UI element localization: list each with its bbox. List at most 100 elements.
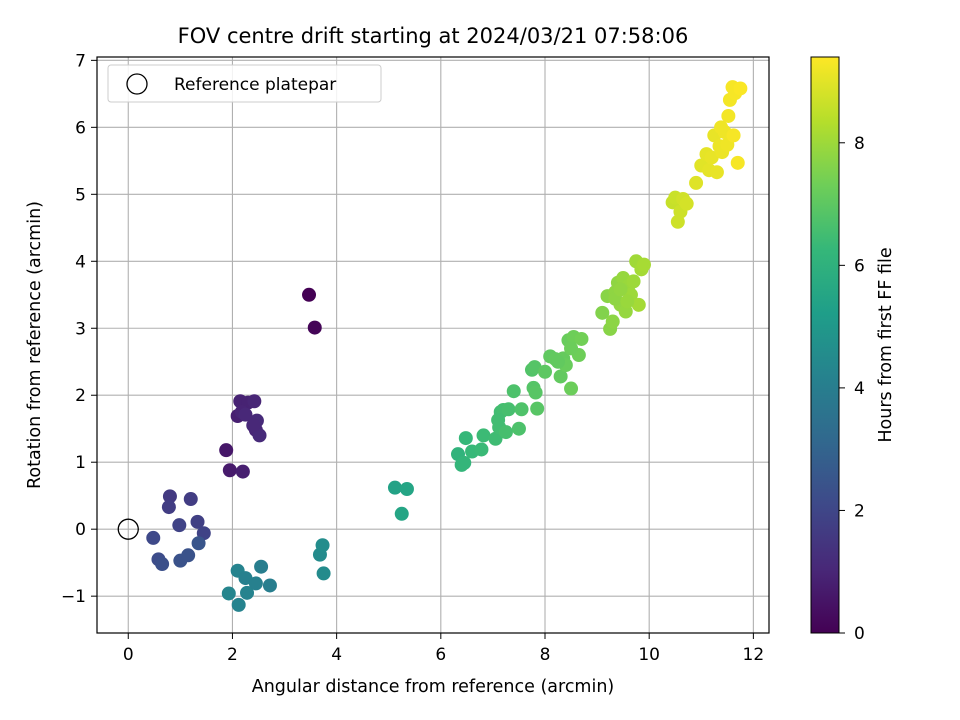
data-point <box>387 480 402 495</box>
data-point <box>302 287 317 302</box>
data-point <box>626 274 641 289</box>
data-point <box>262 578 277 593</box>
data-point <box>235 464 250 479</box>
colorbar-ticks: 0 2 4 6 8 <box>839 134 865 644</box>
data-point <box>538 364 552 379</box>
x-tick-label: 10 <box>638 645 660 665</box>
data-point <box>399 482 414 496</box>
data-point <box>181 548 196 563</box>
data-point <box>474 442 489 457</box>
y-tick-label: −1 <box>61 587 86 607</box>
data-point <box>238 407 253 422</box>
x-axis-label: Angular distance from reference (arcmin) <box>252 677 615 697</box>
data-point <box>240 585 255 600</box>
data-point <box>704 150 719 165</box>
data-point <box>679 196 694 211</box>
data-point <box>162 489 177 504</box>
y-axis-ticks: −1 0 1 2 3 4 5 6 7 <box>61 51 97 607</box>
colorbar-tick-label: 2 <box>854 501 865 521</box>
legend: Reference platepar <box>107 64 382 103</box>
plot-frame <box>96 56 770 634</box>
data-point <box>733 81 748 96</box>
legend-box <box>107 64 382 103</box>
data-point <box>247 394 262 409</box>
data-point <box>501 402 516 417</box>
x-tick-label: 6 <box>435 645 446 665</box>
data-point <box>709 165 724 180</box>
colorbar-tick-label: 6 <box>854 256 865 276</box>
data-point <box>394 506 409 521</box>
colorbar-label: Hours from first FF file <box>876 247 896 442</box>
y-axis-label: Rotation from reference (arcmin) <box>25 201 45 489</box>
x-axis-ticks: 0 2 4 6 8 10 12 <box>123 633 764 665</box>
data-point <box>631 297 646 312</box>
data-point <box>613 282 628 297</box>
data-point <box>714 120 729 135</box>
data-point <box>252 428 267 443</box>
x-tick-label: 4 <box>331 645 342 665</box>
data-point <box>498 425 513 440</box>
x-tick-label: 12 <box>743 645 765 665</box>
y-tick-label: 1 <box>75 453 86 473</box>
y-tick-label: 2 <box>75 386 86 406</box>
data-point <box>172 518 187 533</box>
data-point <box>457 455 472 470</box>
y-tick-label: 6 <box>75 118 86 138</box>
data-point <box>730 155 745 170</box>
x-tick-label: 2 <box>227 645 238 665</box>
data-point <box>315 538 330 553</box>
data-point <box>316 566 331 581</box>
data-point <box>595 305 610 320</box>
chart-title: FOV centre drift starting at 2024/03/21 … <box>178 24 689 48</box>
y-tick-label: 0 <box>75 520 86 540</box>
data-point <box>553 369 568 384</box>
data-point <box>726 128 741 143</box>
data-point <box>564 341 579 356</box>
data-point <box>476 428 491 443</box>
data-point <box>246 418 261 433</box>
data-point <box>564 381 579 396</box>
colorbar-tick-label: 0 <box>854 624 865 644</box>
data-point <box>511 421 526 436</box>
data-point <box>574 331 589 346</box>
data-point <box>528 385 543 400</box>
legend-marker <box>126 73 148 95</box>
data-point <box>155 557 170 572</box>
data-point <box>219 443 234 458</box>
data-point <box>530 401 545 416</box>
data-point <box>620 294 635 309</box>
data-point <box>248 576 263 591</box>
y-tick-label: 4 <box>75 252 86 272</box>
data-point <box>254 559 269 574</box>
x-tick-label: 0 <box>123 645 134 665</box>
data-point <box>191 536 206 551</box>
data-point <box>231 597 246 612</box>
data-point <box>491 413 506 428</box>
data-point <box>506 384 521 399</box>
data-point <box>222 463 237 478</box>
colorbar: 0 2 4 6 8 Hours from first FF file <box>810 56 896 644</box>
data-point <box>488 431 503 446</box>
x-tick-label: 8 <box>540 645 551 665</box>
data-point <box>161 500 176 515</box>
data-point <box>636 257 651 272</box>
data-point <box>605 314 620 329</box>
data-point <box>527 360 542 375</box>
data-point <box>721 108 736 123</box>
legend-entry-reference: Reference platepar <box>174 75 336 95</box>
reference-point <box>117 518 139 540</box>
y-tick-label: 7 <box>75 51 86 71</box>
y-tick-label: 5 <box>75 185 86 205</box>
data-point <box>221 586 236 601</box>
data-point <box>458 431 473 446</box>
data-point <box>238 571 253 586</box>
data-point <box>183 492 198 507</box>
grid <box>97 57 769 633</box>
data-points <box>117 80 748 612</box>
data-point <box>689 175 704 190</box>
data-point <box>307 320 322 335</box>
colorbar-gradient <box>810 56 840 634</box>
colorbar-tick-label: 4 <box>854 379 865 399</box>
data-point <box>514 402 529 417</box>
